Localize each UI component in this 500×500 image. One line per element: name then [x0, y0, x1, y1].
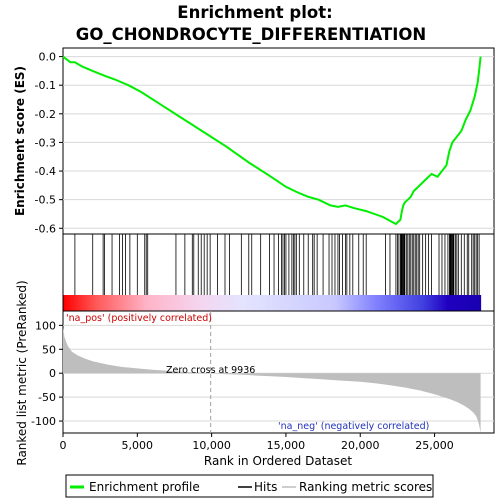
x-tick-label: 25,000	[415, 439, 454, 452]
metric-x-ticks: 0 5,000 10,000 15,000 20,000 25,000	[60, 433, 454, 452]
metric-tick-label: 100	[35, 319, 56, 332]
positive-correlation-label: 'na_pos' (positively correlated)	[66, 313, 212, 324]
metric-y-axis-title: Ranked list metric (PreRanked)	[15, 280, 29, 465]
metric-tick-label: 50	[42, 343, 56, 356]
x-tick-label: 20,000	[341, 439, 380, 452]
es-tick-label: -0.3	[35, 136, 56, 149]
x-tick-label: 5,000	[122, 439, 154, 452]
ranking-metric-area	[63, 327, 481, 433]
zero-cross-label: Zero cross at 9936	[166, 365, 255, 376]
chart-title-line-1: Enrichment plot:	[177, 3, 332, 22]
legend-box	[65, 474, 434, 498]
es-tick-label: -0.6	[35, 222, 56, 235]
x-tick-label: 10,000	[192, 439, 231, 452]
x-tick-label: 0	[60, 439, 67, 452]
es-tick-label: -0.1	[35, 79, 56, 92]
hit-lines	[74, 234, 480, 295]
es-panel: 0.0 -0.1 -0.2 -0.3 -0.4 -0.5 -0.6 Enrichment s…	[13, 47, 495, 235]
metric-panel: Zero cross at 9936 'na_pos' (positively …	[15, 280, 495, 468]
es-tick-label: -0.2	[35, 108, 56, 121]
metric-y-ticks: 100 50 0 -50 -100	[31, 319, 63, 428]
es-y-axis-title: Enrichment score (ES)	[13, 66, 27, 216]
es-panel-frame	[62, 47, 495, 235]
hits-panel	[62, 233, 495, 312]
legend-metric-label: Ranking metric scores	[299, 480, 432, 494]
metric-tick-label: -100	[31, 415, 56, 428]
x-axis-title: Rank in Ordered Dataset	[204, 454, 352, 468]
ranking-color-bar	[63, 295, 482, 311]
es-y-ticks: 0.0 -0.1 -0.2 -0.3 -0.4 -0.5 -0.6	[35, 51, 63, 235]
legend: Enrichment profile Hits Ranking metric s…	[65, 474, 434, 498]
es-tick-label: -0.4	[35, 165, 56, 178]
es-tick-label: -0.5	[35, 194, 56, 207]
enrichment-profile-line	[62, 55, 482, 226]
legend-enrichment-label: Enrichment profile	[89, 480, 200, 494]
es-tick-label: 0.0	[39, 51, 57, 64]
x-tick-label: 15,000	[267, 439, 306, 452]
legend-hits-label: Hits	[254, 480, 277, 494]
chart-title-line-2: GO_CHONDROCYTE_DIFFERENTIATION	[76, 25, 426, 44]
negative-correlation-label: 'na_neg' (negatively correlated)	[278, 421, 429, 432]
metric-tick-label: -50	[38, 391, 56, 404]
es-grid	[63, 56, 494, 229]
metric-tick-label: 0	[49, 367, 56, 380]
